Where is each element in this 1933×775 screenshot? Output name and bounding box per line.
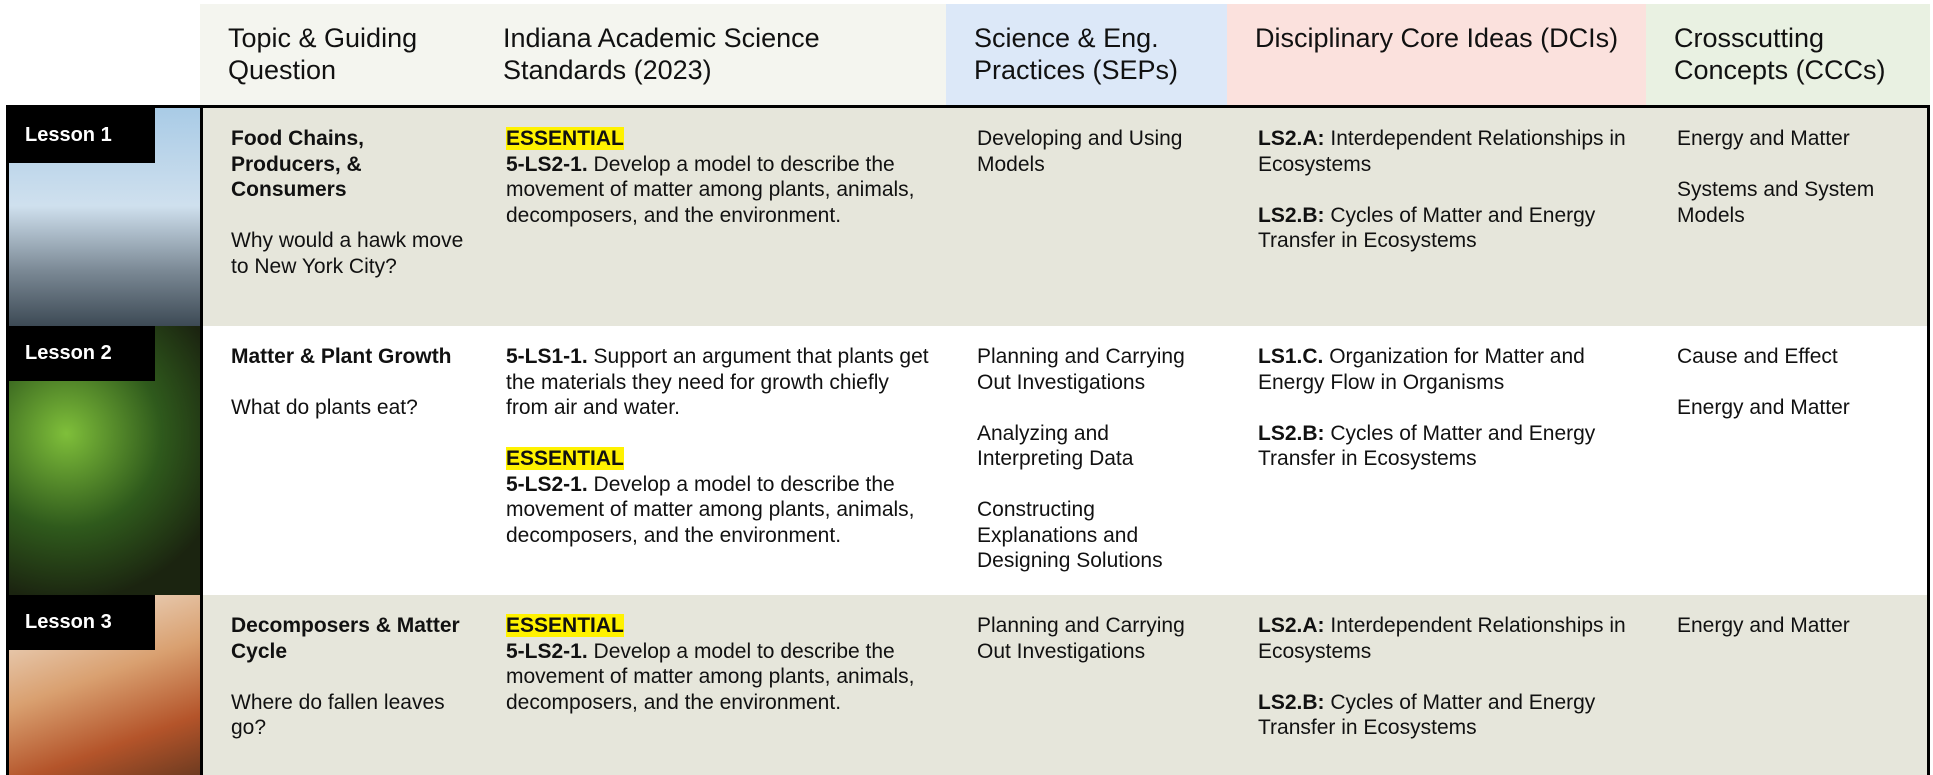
topic-title: Decomposers & Matter Cycle — [231, 614, 460, 663]
topic-block: Matter & Plant Growth — [231, 344, 464, 370]
standard-code: 5-LS1-1. — [506, 345, 588, 368]
cell: Energy and Matter Systems and System Mode… — [1649, 108, 1927, 326]
essential-tag: ESSENTIAL — [506, 447, 624, 470]
cell: 5-LS1-1. Support an argument that plants… — [478, 326, 949, 595]
topic-title: Food Chains, Producers, & Consumers — [231, 127, 364, 201]
topic-block: Food Chains, Producers, & Consumers — [231, 126, 464, 203]
cell: Developing and Using Models — [949, 108, 1230, 326]
standard: ESSENTIAL 5-LS2-1. Develop a model to des… — [506, 613, 935, 715]
standard: 5-LS1-1. Support an argument that plants… — [506, 344, 935, 421]
lesson-label: Lesson 1 — [9, 108, 155, 163]
dci-code: LS2.B: — [1258, 203, 1325, 227]
lesson-label: Lesson 2 — [9, 326, 155, 381]
lesson-row: Lesson 3 Decomposers & Matter Cycle Where … — [9, 595, 1927, 775]
dci-item: LS2.B: Cycles of Matter and Energy Trans… — [1258, 690, 1635, 741]
standard-text: Support an argument that plants get the … — [506, 345, 929, 419]
topic-title: Matter & Plant Growth — [231, 345, 452, 368]
column-header: Disciplinary Core Ideas (DCIs) — [1227, 4, 1646, 105]
standard-code: 5-LS2-1. — [506, 152, 588, 176]
dci-item: LS2.A: Interdependent Relationships in E… — [1258, 126, 1635, 177]
dci-item: LS2.B: Cycles of Matter and Energy Trans… — [1258, 421, 1635, 472]
cell: Cause and Effect Energy and Matter — [1649, 326, 1927, 595]
header-row: Topic & Guiding Question Indiana Academic… — [200, 4, 1930, 105]
lesson-image: Lesson 2 — [9, 326, 203, 595]
sep-item: Planning and Carrying Out Investigations — [977, 345, 1185, 394]
cell: Energy and Matter — [1649, 595, 1927, 775]
ccc-item: Energy and Matter — [1677, 127, 1850, 150]
guiding-question: Why would a hawk move to New York City? — [231, 229, 464, 278]
dci-item: LS2.B: Cycles of Matter and Energy Trans… — [1258, 203, 1635, 254]
cell: Decomposers & Matter Cycle Where do falle… — [203, 595, 478, 775]
dci-code: LS2.B: — [1258, 421, 1325, 445]
standard-code: 5-LS2-1. — [506, 639, 588, 663]
column-header: Indiana Academic Science Standards (2023… — [475, 4, 946, 105]
dci-code: LS2.A: — [1258, 614, 1325, 637]
ccc-item: Energy and Matter — [1677, 614, 1850, 637]
lesson-row: Lesson 2 Matter & Plant Growth What do pla… — [9, 326, 1927, 595]
dci-text: Cycles of Matter and Energy Transfer in … — [1258, 690, 1596, 740]
cell: Matter & Plant Growth What do plants eat? — [203, 326, 478, 595]
guiding-question: What do plants eat? — [231, 396, 418, 419]
cell: Food Chains, Producers, & Consumers Why w… — [203, 108, 478, 326]
topic-block: Decomposers & Matter Cycle — [231, 613, 464, 664]
column-header: Crosscutting Concepts (CCCs) — [1646, 4, 1930, 105]
dci-item: LS1.C. Organization for Matter and Energ… — [1258, 344, 1635, 395]
dci-text: Cycles of Matter and Energy Transfer in … — [1258, 421, 1596, 471]
cell: Planning and Carrying Out Investigations — [949, 595, 1230, 775]
standard-text: Develop a model to describe the movement… — [506, 152, 915, 227]
dci-text: Interdependent Relationships in Ecosyste… — [1258, 614, 1626, 663]
cell: ESSENTIAL 5-LS2-1. Develop a model to des… — [478, 595, 949, 775]
sep-item: Analyzing and Interpreting Data — [977, 421, 1134, 471]
standard-text: Develop a model to describe the movement… — [506, 639, 915, 714]
lesson-label: Lesson 3 — [9, 595, 155, 650]
cell: Planning and Carrying Out Investigations… — [949, 326, 1230, 595]
essential-tag: ESSENTIAL — [506, 127, 624, 150]
standard: ESSENTIAL 5-LS2-1. Develop a model to des… — [506, 126, 935, 228]
guiding-question: Where do fallen leaves go? — [231, 690, 445, 740]
dci-text: Organization for Matter and Energy Flow … — [1258, 345, 1585, 394]
cell: ESSENTIAL 5-LS2-1. Develop a model to des… — [478, 108, 949, 326]
lesson-image: Lesson 1 — [9, 108, 203, 326]
sep-item: Developing and Using Models — [977, 127, 1183, 176]
ccc-item: Systems and System Models — [1677, 178, 1875, 227]
sep-item: Planning and Carrying Out Investigations — [977, 614, 1185, 663]
standard-code: 5-LS2-1. — [506, 472, 588, 496]
lesson-table: Lesson 1 Food Chains, Producers, & Consum… — [6, 105, 1930, 775]
dci-item: LS2.A: Interdependent Relationships in E… — [1258, 613, 1635, 664]
standard-text: Develop a model to describe the movement… — [506, 472, 915, 547]
ccc-item: Energy and Matter — [1677, 396, 1850, 419]
standard: ESSENTIAL 5-LS2-1. Develop a model to des… — [506, 446, 935, 548]
sep-item: Constructing Explanations and Designing … — [977, 498, 1163, 572]
dci-text: Cycles of Matter and Energy Transfer in … — [1258, 203, 1596, 253]
lesson-image: Lesson 3 — [9, 595, 203, 775]
cell: LS1.C. Organization for Matter and Energ… — [1230, 326, 1649, 595]
cell: LS2.A: Interdependent Relationships in E… — [1230, 595, 1649, 775]
lesson-row: Lesson 1 Food Chains, Producers, & Consum… — [9, 108, 1927, 326]
column-header: Science & Eng. Practices (SEPs) — [946, 4, 1227, 105]
cell: LS2.A: Interdependent Relationships in E… — [1230, 108, 1649, 326]
ccc-item: Cause and Effect — [1677, 345, 1838, 368]
dci-code: LS2.A: — [1258, 127, 1325, 150]
dci-text: Interdependent Relationships in Ecosyste… — [1258, 127, 1626, 176]
essential-tag: ESSENTIAL — [506, 614, 624, 637]
dci-code: LS2.B: — [1258, 690, 1325, 714]
column-header: Topic & Guiding Question — [200, 4, 475, 105]
dci-code: LS1.C. — [1258, 345, 1324, 368]
